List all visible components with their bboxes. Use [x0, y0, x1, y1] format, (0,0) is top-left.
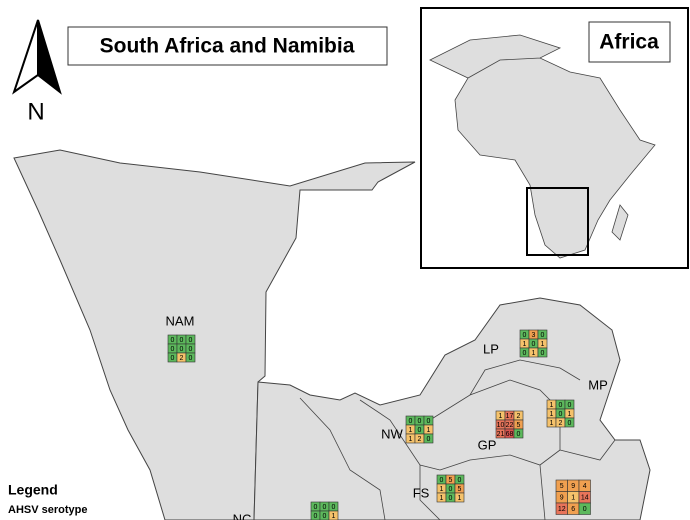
serotype-count: 6 [571, 506, 575, 513]
serotype-count: 0 [171, 346, 175, 353]
serotype-count: 17 [506, 413, 514, 420]
serotype-count: 68 [506, 431, 514, 438]
serotype-count: 1 [409, 427, 413, 434]
serotype-count: 0 [532, 341, 536, 348]
serotype-count: 0 [458, 477, 462, 484]
serotype-count: 1 [440, 486, 444, 493]
serotype-count: 0 [418, 427, 422, 434]
serotype-count: 1 [532, 350, 536, 357]
serotype-count: 0 [180, 337, 184, 344]
namibia [13, 149, 416, 520]
serotype-count: 0 [559, 411, 563, 418]
region-label: NW [381, 426, 403, 441]
serotype-count: 9 [560, 495, 564, 502]
serotype-count: 0 [449, 486, 453, 493]
serotype-count: 1 [427, 427, 431, 434]
serotype-count: 1 [409, 436, 413, 443]
region-label: MP [588, 377, 608, 392]
serotype-count: 0 [171, 337, 175, 344]
serotype-count: 5 [560, 483, 564, 490]
province-borders [299, 359, 616, 520]
serotype-count: 0 [449, 495, 453, 502]
serotype-count: 10 [497, 422, 505, 429]
serotype-count: 5 [458, 486, 462, 493]
serotype-count: 0 [189, 355, 193, 362]
serotype-count: 0 [323, 504, 327, 511]
serotype-count: 0 [568, 402, 572, 409]
serotype-cell [578, 502, 591, 515]
serotype-count: 0 [427, 436, 431, 443]
serotype-count: 0 [189, 346, 193, 353]
serotype-count: 2 [180, 355, 184, 362]
serotype-count: 3 [532, 332, 536, 339]
serotype-count: 0 [171, 355, 175, 362]
serotype-count: 0 [180, 346, 184, 353]
serotype-count: 2 [418, 436, 422, 443]
serotype-count: 5 [517, 422, 521, 429]
serotype-count: 1 [332, 513, 336, 520]
serotype-count: 1 [571, 495, 575, 502]
serotype-count: 21 [497, 431, 505, 438]
serotype-count: 0 [427, 418, 431, 425]
serotype-count: 5 [449, 477, 453, 484]
region-label: NAM [166, 313, 195, 328]
serotype-count: 14 [581, 495, 589, 502]
serotype-cell [454, 492, 465, 503]
africa [429, 34, 656, 259]
region-label: LP [483, 341, 499, 356]
serotype-count: 1 [499, 413, 503, 420]
south-africa [253, 297, 651, 520]
serotype-count: 1 [550, 402, 554, 409]
serotype-count: 1 [550, 411, 554, 418]
title-box [67, 26, 388, 66]
serotype-count: 1 [523, 341, 527, 348]
serotype-count: 0 [517, 431, 521, 438]
serotype-count: 12 [558, 506, 566, 513]
legend-title: Legend [8, 482, 58, 498]
serotype-count: 1 [568, 411, 572, 418]
serotype-count: 22 [506, 422, 514, 429]
serotype-count: 0 [523, 350, 527, 357]
title: South Africa and Namibia [100, 35, 355, 58]
inset-title: Africa [599, 31, 659, 54]
serotype-count: 0 [314, 513, 318, 520]
inset-title-box [588, 21, 671, 63]
serotype-count: 1 [440, 495, 444, 502]
serotype-cell [513, 428, 524, 439]
serotype-count: 0 [541, 350, 545, 357]
serotype-cell [185, 352, 196, 363]
region-label: FS [413, 485, 430, 500]
region-label: GP [478, 437, 497, 452]
serotype-count: 0 [541, 332, 545, 339]
north-arrow-dark [37, 19, 62, 95]
serotype-count: 1 [458, 495, 462, 502]
serotype-count: 0 [323, 513, 327, 520]
serotype-count: 0 [189, 337, 193, 344]
serotype-count: 0 [409, 418, 413, 425]
serotype-count: 1 [550, 420, 554, 427]
serotype-count: 0 [568, 420, 572, 427]
serotype-count: 0 [523, 332, 527, 339]
serotype-count: 4 [583, 483, 587, 490]
legend-subtitle: AHSV serotype [8, 504, 87, 516]
serotype-count: 0 [559, 402, 563, 409]
serotype-cell [537, 347, 548, 358]
serotype-count: 0 [314, 504, 318, 511]
serotype-count: 0 [440, 477, 444, 484]
inset-highlight [526, 187, 589, 256]
region-label: NC [233, 511, 252, 520]
serotype-count: 0 [583, 506, 587, 513]
serotype-count: 1 [541, 341, 545, 348]
serotype-cell [328, 510, 339, 520]
serotype-count: 0 [332, 504, 336, 511]
serotype-count: 0 [418, 418, 422, 425]
serotype-cell [423, 433, 434, 444]
north-label: N [27, 98, 44, 125]
serotype-count: 9 [571, 483, 575, 490]
serotype-count: 2 [517, 413, 521, 420]
north-arrow [12, 19, 39, 95]
serotype-count: 2 [559, 420, 563, 427]
serotype-cell [564, 417, 575, 428]
